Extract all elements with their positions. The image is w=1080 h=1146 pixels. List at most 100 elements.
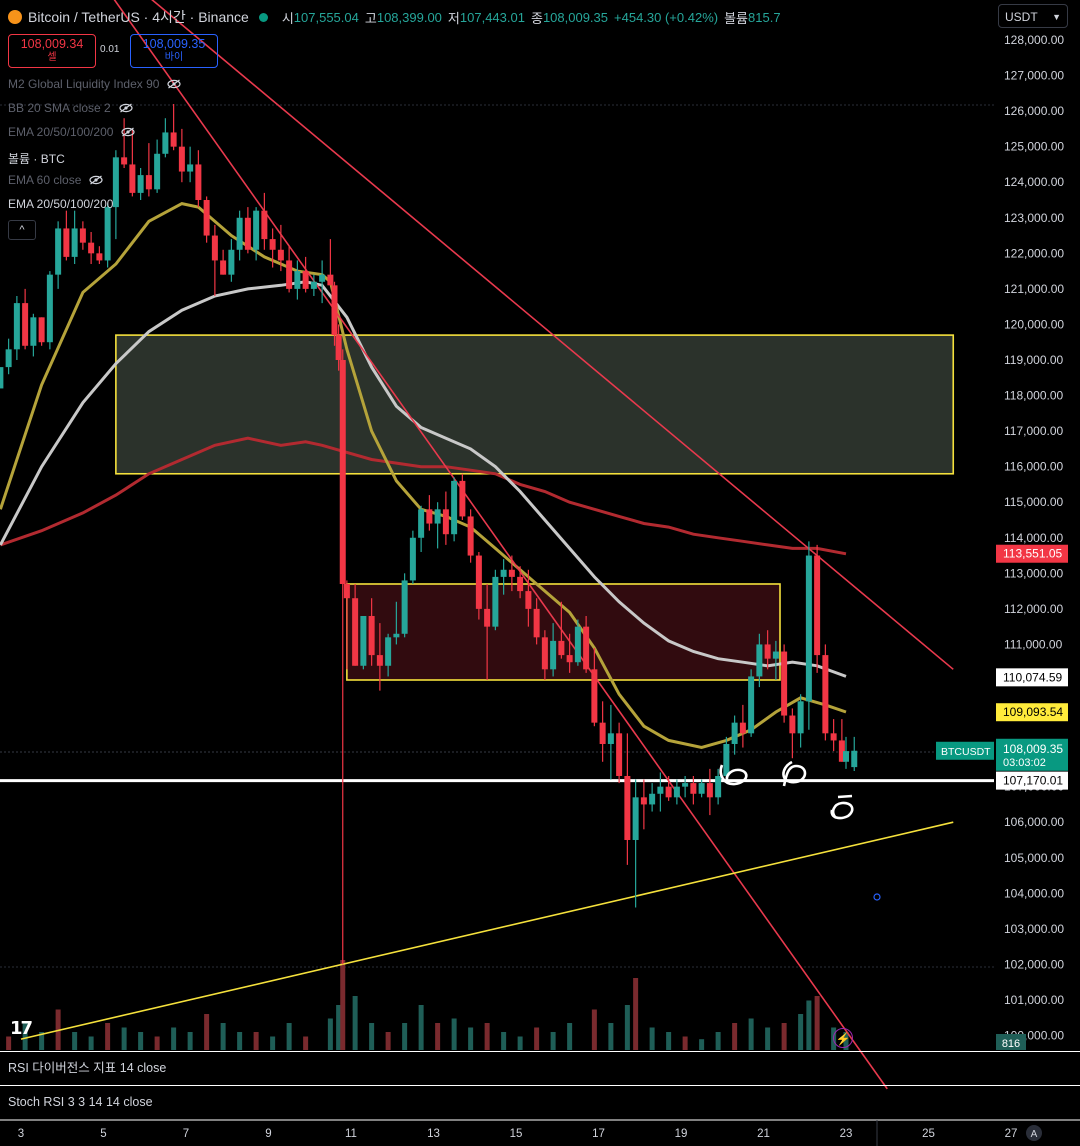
time-tick-label: 17 (592, 1128, 605, 1140)
candle-body (104, 207, 111, 261)
candle-body (731, 722, 738, 744)
tradingview-logo[interactable]: 17 (10, 1018, 33, 1039)
hand-drawn-mark (782, 760, 807, 787)
indicator-label: 볼륨 · BTC (8, 152, 65, 166)
buy-button[interactable]: 108,009.35 바이 (130, 34, 218, 68)
currency-select[interactable]: USDT ▼ (998, 4, 1068, 28)
lightning-icon[interactable]: ⚡ (833, 1028, 853, 1048)
volume-bar (340, 960, 346, 1050)
candle-body (30, 317, 37, 346)
candle-body (88, 242, 95, 254)
eye-hidden-icon[interactable] (167, 79, 182, 89)
price-tick-label: 104,000.00 (1004, 886, 1064, 900)
eye-hidden-icon[interactable] (89, 175, 103, 185)
candle-body (96, 253, 103, 261)
trend-line (113, 0, 888, 1090)
rsi-pane[interactable]: RSI 다이버전스 지표 14 close (0, 1051, 1080, 1084)
candle-body (269, 239, 276, 250)
indicator-label: M2 Global Liquidity Index 90 (8, 77, 160, 91)
candle-body (739, 722, 746, 734)
candle-body (838, 740, 845, 762)
price-tick-label: 126,000.00 (1004, 104, 1064, 118)
change-value: +454.30 (+0.42%) (614, 9, 719, 25)
candle-body (789, 715, 796, 734)
candle-body (154, 153, 161, 190)
market-status-dot (258, 12, 268, 22)
candle-body (533, 608, 540, 638)
candle-body (649, 793, 656, 805)
volume-bar (748, 1018, 754, 1050)
candle-body (508, 569, 515, 577)
indicator-bb[interactable]: BB 20 SMA close 2 (8, 101, 133, 115)
candle-body (616, 733, 623, 776)
volume-bar (39, 1032, 45, 1050)
close-label: 종 (530, 10, 543, 26)
time-tick-label: 11 (345, 1128, 357, 1140)
indicator-volume[interactable]: 볼륨 · BTC (8, 150, 65, 167)
candle-body (195, 164, 202, 200)
volume-bar (517, 1036, 523, 1050)
symbol-header: Bitcoin / TetherUS · 4시간 · Binance 시 107,… (8, 6, 781, 28)
candle-body (145, 175, 152, 190)
candle-body (517, 576, 524, 592)
candle-body (624, 775, 631, 840)
indicator-m2-liquidity[interactable]: M2 Global Liquidity Index 90 (8, 77, 182, 91)
candle-body (71, 228, 78, 257)
low-value: 107,443.01 (459, 9, 525, 25)
candle-body (277, 249, 284, 261)
stoch-rsi-pane[interactable]: Stoch RSI 3 3 14 14 close (0, 1085, 1080, 1118)
price-tick-label: 114,000.00 (1004, 531, 1063, 545)
volume-bar (187, 1032, 193, 1050)
price-label-bg (996, 544, 1068, 563)
collapse-indicators-button[interactable]: ^ (8, 220, 36, 240)
volume-bar (171, 1027, 177, 1050)
candle-body (393, 633, 400, 638)
ema-mid-line (0, 280, 847, 678)
sell-button[interactable]: 108,009.34 셀 (8, 34, 96, 68)
indicator-ema60[interactable]: EMA 60 close (8, 173, 103, 187)
eye-hidden-icon[interactable] (121, 127, 136, 137)
candle-body (706, 783, 713, 798)
volume-value: 815.7 (748, 9, 781, 25)
indicator-ema-hidden[interactable]: EMA 20/50/100/200 (8, 125, 136, 139)
volume-bar (6, 1036, 12, 1050)
eye-hidden-icon[interactable] (119, 103, 133, 113)
price-tick-label: 105,000.00 (1004, 851, 1064, 865)
candle-body (294, 271, 301, 289)
time-tick-label: 9 (265, 1128, 271, 1140)
time-tick-label: 3 (18, 1128, 24, 1140)
candle-body (220, 260, 227, 275)
volume-bar (468, 1027, 474, 1050)
high-value: 108,399.00 (376, 9, 442, 25)
price-axis[interactable]: 128,000.00 127,000.00 126,000.00 125,000.00… (996, 0, 1080, 1050)
candle-body (599, 722, 606, 744)
volume-bar (534, 1027, 540, 1050)
chevron-down-icon: ▼ (1052, 12, 1061, 22)
volume-bar (715, 1032, 721, 1050)
price-tick-label: 124,000.00 (1004, 175, 1064, 189)
candle-body (550, 640, 557, 670)
candle-body (574, 626, 581, 663)
indicator-ema-visible[interactable]: EMA 20/50/100/200 (8, 197, 113, 211)
price-tick-label: 119,000.00 (1004, 353, 1063, 367)
candle-body (632, 797, 639, 840)
candle-body (0, 367, 4, 389)
buy-price: 108,009.35 (142, 37, 206, 51)
candle-body (657, 786, 664, 794)
candle-body (475, 555, 482, 609)
candle-body (682, 783, 689, 787)
time-axis[interactable]: 3 5 7 9 11 13 15 17 19 21 23 25 27 A (0, 1119, 1080, 1146)
symbol-title[interactable]: Bitcoin / TetherUS · 4시간 · Binance (28, 9, 249, 25)
candle-body (228, 249, 235, 275)
grid-lines (0, 104, 994, 968)
time-axis-bg (0, 1120, 1080, 1146)
volume-bar (336, 1005, 342, 1050)
candle-body (690, 783, 697, 794)
candle-body (244, 217, 251, 250)
candle-body (162, 132, 169, 154)
volume-bar (666, 1032, 672, 1050)
candle-body (343, 583, 350, 599)
candle-body (335, 335, 342, 360)
price-label: 107,170.01 (1003, 774, 1063, 788)
